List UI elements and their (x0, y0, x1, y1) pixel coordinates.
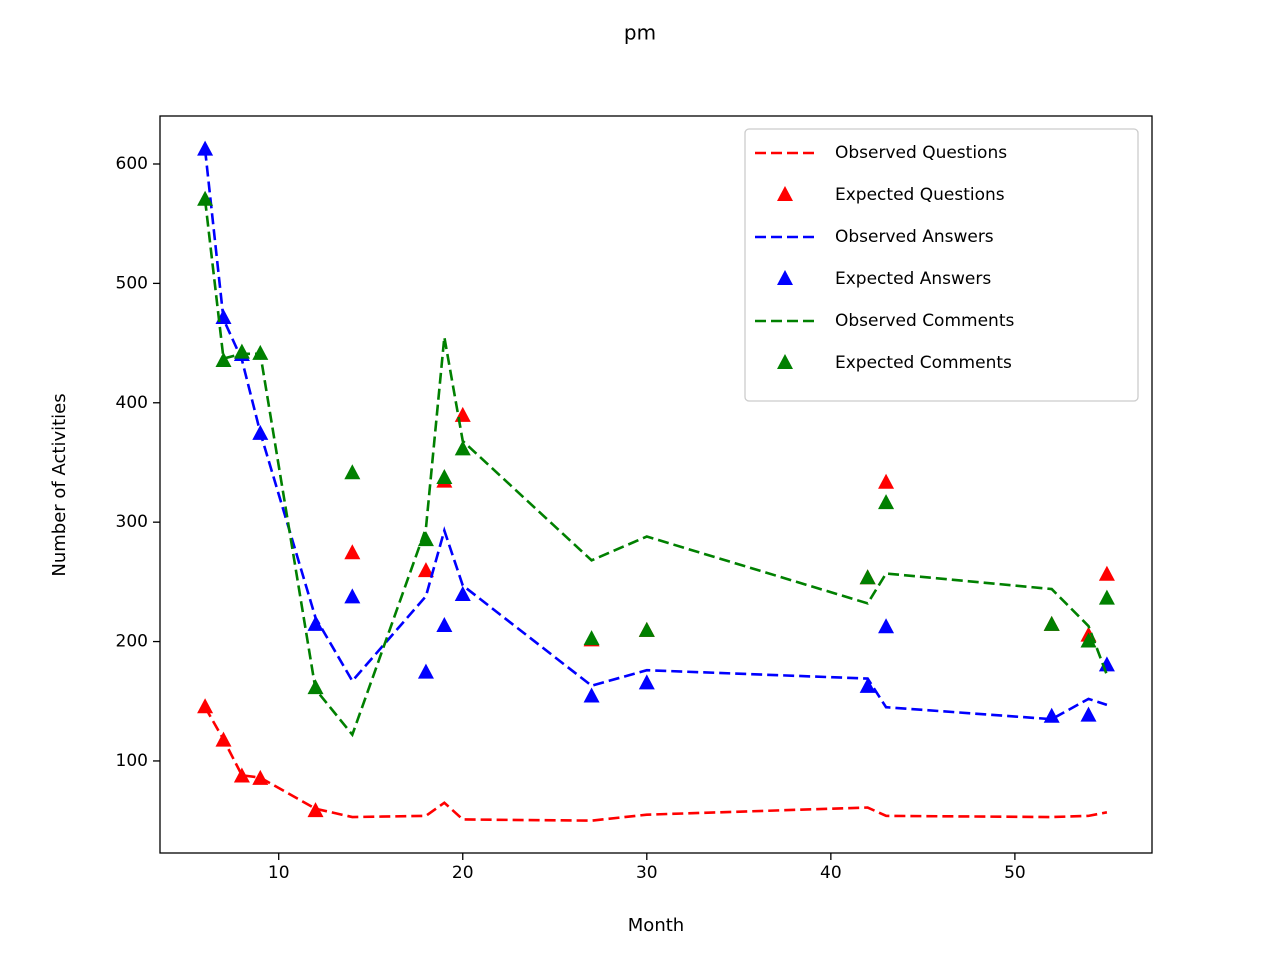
y-tick-label: 300 (116, 512, 148, 532)
y-tick-label: 500 (116, 273, 148, 293)
triangle-marker (638, 674, 655, 690)
series-line (203, 706, 1108, 822)
triangle-marker (233, 343, 250, 359)
triangle-marker (436, 468, 453, 484)
y-tick-label: 400 (116, 393, 148, 413)
triangle-marker (878, 494, 895, 510)
y-axis-label: Number of Activities (49, 393, 70, 576)
y-tick-label: 200 (116, 632, 148, 652)
triangle-marker (1043, 615, 1060, 631)
triangle-marker (252, 769, 269, 785)
triangle-marker (583, 687, 600, 703)
triangle-marker (233, 767, 250, 783)
legend-label: Expected Answers (835, 269, 991, 289)
triangle-marker (859, 677, 876, 693)
triangle-marker (215, 351, 232, 367)
triangle-marker (307, 679, 324, 695)
triangle-marker (878, 618, 895, 634)
triangle-marker (344, 588, 361, 604)
x-tick-label: 40 (820, 863, 842, 883)
triangle-marker (454, 585, 471, 601)
triangle-marker (638, 621, 655, 637)
triangle-marker (197, 190, 214, 206)
triangle-marker (417, 531, 434, 547)
triangle-marker (454, 440, 471, 456)
triangle-marker (1080, 706, 1097, 722)
triangle-marker (878, 473, 895, 489)
triangle-marker (215, 731, 232, 747)
x-tick-label: 20 (452, 863, 474, 883)
chart-title: pm (624, 21, 656, 45)
plot-frame (159, 115, 1153, 854)
triangle-marker (417, 663, 434, 679)
legend-label: Observed Comments (835, 311, 1014, 331)
legend-box (744, 128, 1139, 402)
x-tick-label: 30 (636, 863, 658, 883)
triangle-marker (1043, 707, 1060, 723)
y-tick-label: 600 (116, 154, 148, 174)
legend-marker (777, 270, 793, 285)
legend-label: Observed Questions (835, 143, 1007, 163)
triangle-marker (859, 569, 876, 585)
triangle-marker (583, 630, 600, 646)
triangle-marker (252, 344, 269, 360)
y-tick-label: 100 (116, 751, 148, 771)
x-axis-label: Month (628, 915, 684, 936)
triangle-marker (197, 140, 214, 156)
series-line (203, 199, 1109, 738)
legend-label: Expected Questions (835, 185, 1005, 205)
triangle-marker (307, 615, 324, 631)
triangle-marker (197, 698, 214, 714)
triangle-marker (307, 802, 324, 818)
triangle-marker (344, 544, 361, 560)
triangle-marker (1080, 632, 1097, 648)
series-line (203, 149, 1108, 721)
legend-marker (777, 186, 793, 201)
x-tick-label: 10 (268, 863, 290, 883)
triangle-marker (1098, 565, 1115, 581)
legend-label: Expected Comments (835, 353, 1012, 373)
triangle-marker (1098, 589, 1115, 605)
triangle-marker (344, 464, 361, 480)
x-tick-label: 50 (1004, 863, 1026, 883)
triangle-marker (417, 562, 434, 578)
triangle-marker (436, 617, 453, 633)
legend-marker (777, 354, 793, 369)
legend-label: Observed Answers (835, 227, 994, 247)
triangle-marker (252, 424, 269, 440)
